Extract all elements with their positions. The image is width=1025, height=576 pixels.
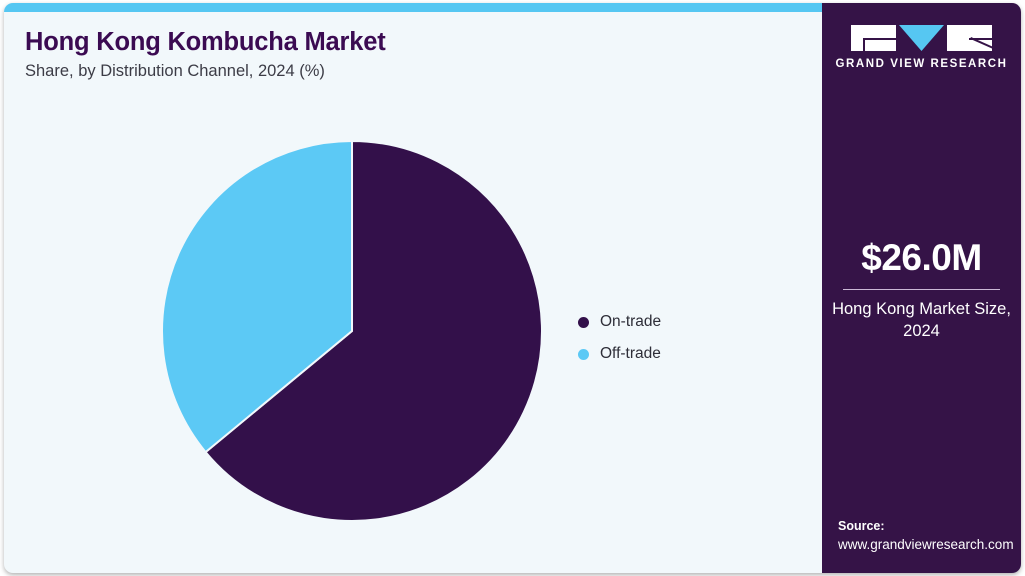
legend-label-on-trade: On-trade xyxy=(600,313,662,330)
logo-mark-group xyxy=(822,25,1021,51)
page-subtitle: Share, by Distribution Channel, 2024 (%) xyxy=(25,62,325,80)
pie-chart-canvas xyxy=(162,141,542,521)
stat-divider xyxy=(843,289,1000,290)
market-size-caption: Hong Kong Market Size, 2024 xyxy=(832,300,1011,340)
pie-slice-on-trade[interactable] xyxy=(204,141,542,521)
pie-chart-svg xyxy=(162,141,542,521)
pie-chart xyxy=(162,141,542,521)
logo-letter-r-icon xyxy=(947,25,992,51)
source-footer: Source: www.grandviewresearch.com xyxy=(838,517,1021,555)
logo-wordmark: GRAND VIEW RESEARCH xyxy=(835,58,1008,70)
legend-color-swatch-icon xyxy=(578,348,589,360)
legend-label-off-trade: Off-trade xyxy=(600,345,661,362)
logo-letter-v-triangle-icon xyxy=(899,25,944,51)
legend-item-on-trade[interactable]: On-trade xyxy=(578,306,661,338)
pie-slice-off-trade[interactable] xyxy=(162,141,353,454)
market-size-value: $26.0M xyxy=(861,237,982,278)
page-title: Hong Kong Kombucha Market xyxy=(25,28,386,56)
legend-color-swatch-icon xyxy=(578,316,589,328)
source-url[interactable]: www.grandviewresearch.com xyxy=(838,537,1014,553)
grand-view-research-logo: GRAND VIEW RESEARCH xyxy=(822,25,1021,70)
market-size-stat: $26.0M Hong Kong Market Size, 2024 xyxy=(822,239,1021,343)
legend-item-off-trade[interactable]: Off-trade xyxy=(578,338,661,370)
source-label: Source: xyxy=(838,519,885,534)
top-accent-bar xyxy=(4,3,824,12)
brand-side-panel: GRAND VIEW RESEARCH $26.0M Hong Kong Mar… xyxy=(822,3,1021,573)
logo-letter-g-icon xyxy=(851,25,896,51)
chart-legend: On-trade Off-trade xyxy=(578,306,661,370)
chart-card: Hong Kong Kombucha Market Share, by Dist… xyxy=(4,3,1021,573)
